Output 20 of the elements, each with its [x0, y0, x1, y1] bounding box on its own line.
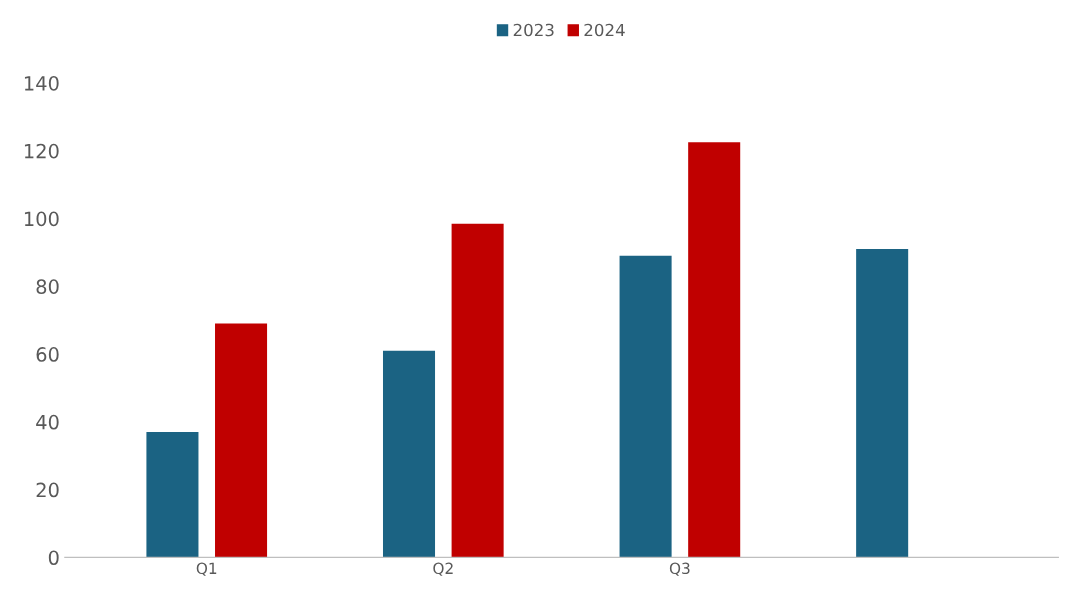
x-tick-label: Q1	[196, 562, 217, 576]
y-tick-label: 80	[36, 279, 59, 294]
y-tick-label: 120	[24, 143, 59, 159]
bar	[215, 323, 268, 558]
x-tick-label: Q3	[669, 562, 690, 576]
bar	[146, 432, 199, 558]
y-tick-label: 100	[24, 211, 59, 227]
y-tick-label: 40	[36, 414, 59, 430]
bar	[382, 350, 436, 558]
legend-label: 2023	[513, 23, 554, 37]
y-tick-label: 140	[24, 75, 59, 91]
bar	[688, 142, 741, 558]
x-tick-label: Q2	[433, 562, 453, 576]
y-tick-label: 60	[36, 347, 59, 362]
y-tick-label: 0	[48, 550, 59, 566]
bar	[856, 249, 909, 558]
bar	[619, 255, 672, 558]
legend-label: 2024	[584, 23, 625, 37]
y-tick-label: 20	[36, 482, 59, 498]
bar	[451, 223, 504, 558]
